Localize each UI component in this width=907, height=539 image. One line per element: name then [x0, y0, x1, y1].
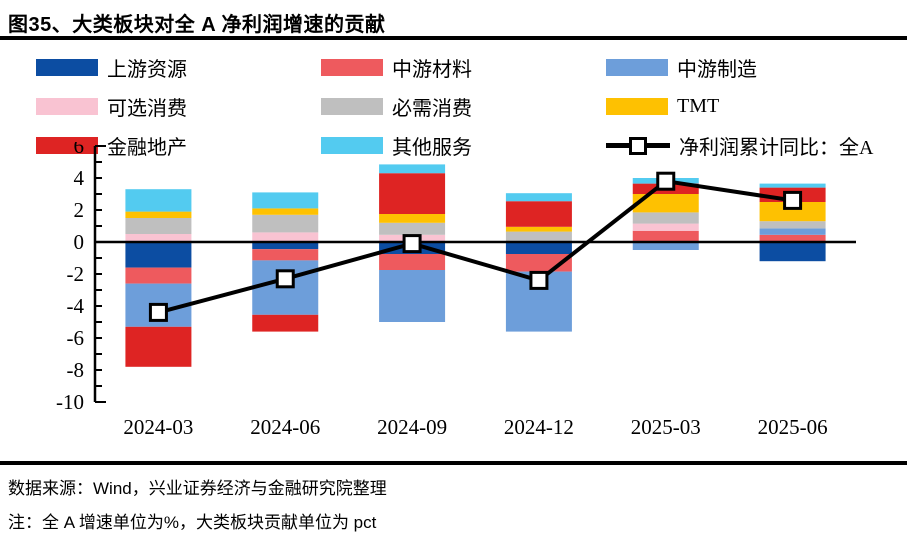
- legend-item-4: 可选消费: [36, 92, 321, 121]
- bar-segment-上游资源-2025-06: [759, 242, 826, 262]
- legend-item-7: 金融地产: [36, 131, 321, 160]
- figure-footer: 数据来源：Wind，兴业证券经济与金融研究院整理 注：全 A 增速单位为%，大类…: [0, 461, 907, 533]
- data-source-text: 数据来源：Wind，兴业证券经济与金融研究院整理: [8, 479, 387, 498]
- net-profit-line: [157, 179, 793, 315]
- legend-label: 中游制造: [677, 59, 757, 81]
- y-tick-label--4: -4: [67, 294, 85, 318]
- legend-label: TMT: [677, 95, 720, 117]
- legend-square-marker-icon: [629, 136, 647, 155]
- bar-segment-其他服务-2024-12: [505, 193, 572, 202]
- legend-color-swatch-icon: [321, 98, 383, 115]
- y-tick-label--10: -10: [56, 390, 84, 414]
- y-tick-label-0: 0: [74, 230, 85, 254]
- legend-item-1: 上游资源: [36, 53, 321, 82]
- legend-color-swatch-icon: [36, 137, 98, 154]
- bar-segment-可选消费-2025-03: [632, 223, 699, 231]
- x-tick-label-2024-06: 2024-06: [250, 415, 320, 439]
- y-tick-label--2: -2: [67, 262, 85, 286]
- line-marker-2025-06: [783, 190, 803, 210]
- figure-title: 图35、大类板块对全 A 净利润增速的贡献: [8, 14, 386, 36]
- bar-segment-其他服务-2024-06: [252, 192, 319, 209]
- bar-segment-中游材料-2025-03: [632, 230, 699, 242]
- bar-segment-TMT-2024-06: [252, 208, 319, 215]
- y-tick-label-6: 6: [74, 142, 85, 158]
- bar-segment-必需消费-2024-12: [505, 231, 572, 242]
- legend-item-8: 其他服务: [321, 131, 606, 160]
- bar-segment-其他服务-2024-09: [379, 164, 446, 174]
- line-marker-2025-03: [656, 171, 676, 191]
- bar-segment-可选消费-2024-03: [125, 234, 192, 242]
- legend-item-5: 必需消费: [321, 92, 606, 121]
- legend-color-swatch-icon: [36, 98, 98, 115]
- figure-header: 图35、大类板块对全 A 净利润增速的贡献: [0, 0, 907, 40]
- bar-segment-必需消费-2025-06: [759, 221, 826, 229]
- legend-item-9: 净利润累计同比：全A: [606, 131, 899, 160]
- legend-item-3: 中游制造: [606, 53, 899, 82]
- x-tick-label-2024-03: 2024-03: [123, 415, 193, 439]
- legend-item-2: 中游材料: [321, 53, 606, 82]
- legend-label: 上游资源: [107, 59, 187, 81]
- bar-segment-必需消费-2025-03: [632, 212, 699, 224]
- bar-segment-上游资源-2024-03: [125, 242, 192, 268]
- legend-label: 必需消费: [392, 98, 472, 120]
- note-text: 注：全 A 增速单位为%，大类板块贡献单位为 pct: [8, 513, 377, 532]
- line-marker-2024-03: [148, 302, 168, 322]
- bar-segment-TMT-2025-03: [632, 194, 699, 213]
- bar-segment-中游制造-2025-03: [632, 242, 699, 250]
- legend-color-swatch-icon: [606, 59, 668, 76]
- bar-segment-可选消费-2024-06: [252, 232, 319, 242]
- y-tick-label-4: 4: [74, 166, 85, 190]
- legend: 上游资源 中游材料 中游制造可选消费 必需消费 TMT 金融地产 其他服务 净利润累计同比：全…: [36, 53, 899, 160]
- bar-segment-TMT-2024-09: [379, 214, 446, 223]
- bar-segment-中游制造-2024-09: [379, 270, 446, 322]
- bar-segment-中游材料-2024-09: [379, 254, 446, 270]
- bar-segment-必需消费-2024-09: [379, 222, 446, 235]
- legend-color-swatch-icon: [321, 59, 383, 76]
- line-marker-2024-09: [402, 234, 422, 254]
- x-tick-label-2024-09: 2024-09: [377, 415, 447, 439]
- bar-segment-金融地产-2024-06: [252, 314, 319, 332]
- legend-label: 其他服务: [392, 137, 472, 159]
- bar-segment-上游资源-2024-12: [505, 242, 572, 254]
- bar-segment-金融地产-2024-12: [505, 201, 572, 227]
- y-tick-label--8: -8: [67, 358, 85, 382]
- bar-segment-中游制造-2025-06: [759, 228, 826, 235]
- legend-label: 中游材料: [392, 59, 472, 81]
- bar-segment-上游资源-2024-06: [252, 242, 319, 250]
- y-tick-label-2: 2: [74, 198, 85, 222]
- legend-label: 金融地产: [107, 137, 187, 159]
- line-marker-2024-12: [529, 270, 549, 290]
- bar-segment-中游材料-2024-03: [125, 267, 192, 284]
- bar-segment-其他服务-2024-03: [125, 189, 192, 212]
- bar-segment-TMT-2024-12: [505, 226, 572, 232]
- bar-segment-中游材料-2025-06: [759, 234, 826, 242]
- bar-segment-TMT-2025-06: [759, 202, 826, 222]
- x-tick-label-2025-03: 2025-03: [631, 415, 701, 439]
- legend-label: 可选消费: [107, 98, 187, 120]
- legend-line-marker-icon: [606, 136, 670, 155]
- x-tick-label-2025-06: 2025-06: [758, 415, 828, 439]
- y-tick-label--6: -6: [67, 326, 85, 350]
- bar-segment-金融地产-2024-03: [125, 326, 192, 367]
- bar-segment-必需消费-2024-06: [252, 214, 319, 233]
- bar-segment-必需消费-2024-03: [125, 218, 192, 234]
- line-marker-2024-06: [275, 269, 295, 289]
- x-tick-label-2024-12: 2024-12: [504, 415, 574, 439]
- legend-color-swatch-icon: [36, 59, 98, 76]
- legend-color-swatch-icon: [606, 98, 668, 115]
- bar-segment-TMT-2024-03: [125, 211, 192, 218]
- legend-label: 净利润累计同比：全A: [679, 137, 874, 159]
- bar-segment-其他服务-2025-06: [759, 183, 826, 188]
- legend-item-6: TMT: [606, 92, 899, 121]
- bar-segment-金融地产-2024-09: [379, 173, 446, 214]
- legend-color-swatch-icon: [321, 137, 383, 154]
- chart-svg: 6 4 2 0 -2 -4 -6 -8 -10 2024-03 2024-06 2024-09 2024…: [56, 142, 856, 439]
- bar-segment-中游材料-2024-06: [252, 249, 319, 261]
